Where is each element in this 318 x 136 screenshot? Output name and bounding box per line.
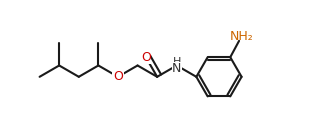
Text: H: H	[173, 58, 181, 67]
Text: O: O	[141, 51, 151, 64]
Text: N: N	[172, 62, 182, 75]
Text: NH₂: NH₂	[230, 30, 253, 43]
Text: O: O	[113, 70, 123, 83]
